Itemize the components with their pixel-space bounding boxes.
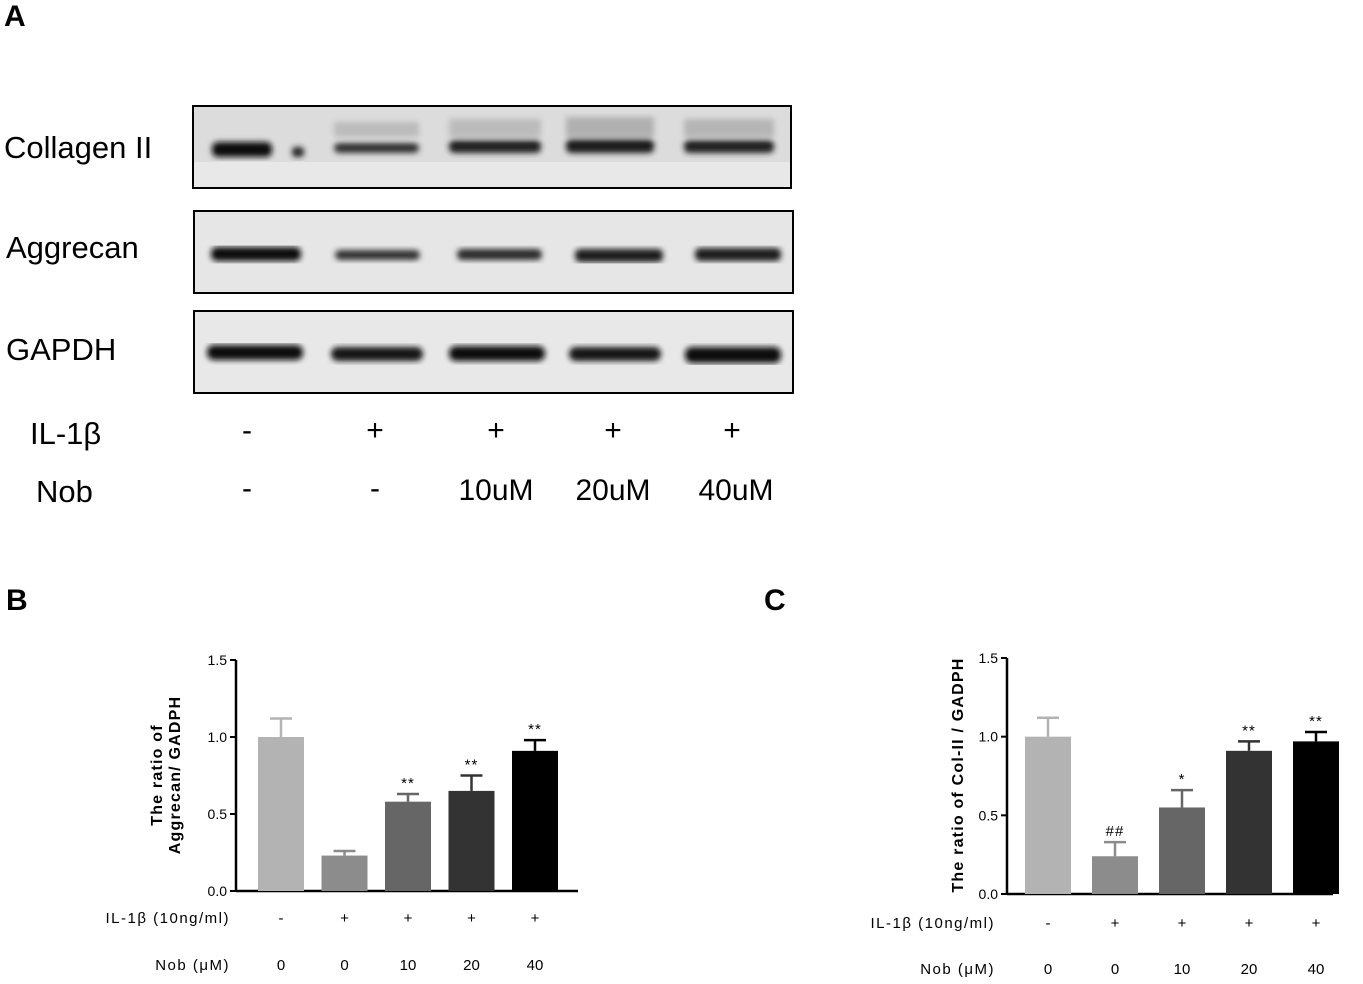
x-row-value: 40 xyxy=(1308,961,1325,978)
y-axis-label: The ratio of xyxy=(149,724,166,826)
bar xyxy=(512,750,558,891)
x-row-value: + xyxy=(1245,915,1254,932)
significance-label: ** xyxy=(528,721,542,738)
y-tick-label: 1.0 xyxy=(979,729,999,745)
x-row-value: 20 xyxy=(1241,961,1258,978)
cond-nob-lane-5: 40uM xyxy=(698,474,774,507)
x-row-value: - xyxy=(279,910,284,927)
bar xyxy=(385,801,431,891)
blot-image-collagen xyxy=(192,105,792,189)
bar xyxy=(1293,741,1339,894)
y-tick-label: 0.5 xyxy=(979,807,999,823)
x-row-value: 40 xyxy=(527,957,544,974)
cond-il1b-lane-5: + xyxy=(723,414,741,447)
y-tick-label: 0.5 xyxy=(208,806,228,822)
x-row-value: + xyxy=(531,910,540,927)
significance-label: ** xyxy=(1309,713,1323,730)
bar xyxy=(448,790,495,891)
y-tick-label: 1.5 xyxy=(979,650,999,666)
blot-label-collagen: Collagen II xyxy=(4,130,153,165)
blot-image-gapdh xyxy=(193,310,794,394)
blot-image-aggrecan xyxy=(193,210,794,294)
y-tick-label: 1.5 xyxy=(208,652,228,668)
x-row-label: Nob (μM) xyxy=(155,957,230,974)
blot-label-aggrecan: Aggrecan xyxy=(6,230,139,265)
cond-nob-lane-3: 10uM xyxy=(458,474,534,507)
x-row-value: + xyxy=(467,910,476,927)
significance-label: * xyxy=(1179,771,1186,788)
y-axis-label: The ratio of Col-II / GADPH xyxy=(950,657,967,892)
y-tick-label: 0.0 xyxy=(979,886,999,902)
x-row-value: 10 xyxy=(400,957,417,974)
cond-nob-lane-1: - xyxy=(242,472,252,505)
x-row-value: - xyxy=(1046,915,1051,932)
panel-letter-b: B xyxy=(6,584,28,617)
blot-gapdh-bands xyxy=(195,312,792,392)
x-row-label: IL-1β (10ng/ml) xyxy=(871,915,996,932)
x-row-value: + xyxy=(340,910,349,927)
x-row-value: + xyxy=(1312,915,1321,932)
y-tick-label: 1.0 xyxy=(208,729,228,745)
x-row-value: 0 xyxy=(340,957,348,974)
x-row-label: Nob (μM) xyxy=(920,961,995,978)
x-row-value: 0 xyxy=(1111,961,1119,978)
bar xyxy=(1025,736,1071,894)
bar xyxy=(1226,750,1272,894)
blot-aggrecan-bands xyxy=(195,212,792,292)
cond-il1b-lane-4: + xyxy=(604,414,622,447)
significance-label: ** xyxy=(401,775,415,792)
significance-label: ** xyxy=(465,757,479,774)
bar xyxy=(321,855,368,891)
y-axis-label: Aggrecan/ GADPH xyxy=(167,696,184,854)
blot-label-gapdh: GAPDH xyxy=(6,332,117,367)
x-row-label: IL-1β (10ng/ml) xyxy=(106,910,231,927)
x-row-value: + xyxy=(1111,915,1120,932)
bar xyxy=(258,737,304,891)
panel-letter-c: C xyxy=(764,584,786,617)
x-row-value: 10 xyxy=(1174,961,1191,978)
blot-collagen-bands xyxy=(194,107,790,187)
significance-label: ## xyxy=(1106,823,1125,840)
cond-nob-lane-4: 20uM xyxy=(575,474,651,507)
cond-label-nob: Nob xyxy=(36,474,93,509)
cond-il1b-lane-1: - xyxy=(242,414,252,447)
x-row-value: 0 xyxy=(277,957,285,974)
bar xyxy=(1159,807,1205,894)
x-row-value: + xyxy=(1178,915,1187,932)
cond-label-il1b: IL-1β xyxy=(30,416,102,451)
significance-label: ** xyxy=(1242,722,1256,739)
x-row-value: 0 xyxy=(1044,961,1052,978)
cond-nob-lane-2: - xyxy=(370,472,380,505)
cond-il1b-lane-2: + xyxy=(366,414,384,447)
panel-letter-a: A xyxy=(4,0,26,33)
x-row-value: 20 xyxy=(463,957,480,974)
y-tick-label: 0.0 xyxy=(208,883,228,899)
cond-il1b-lane-3: + xyxy=(487,414,505,447)
x-row-value: + xyxy=(404,910,413,927)
bar xyxy=(1092,856,1138,894)
